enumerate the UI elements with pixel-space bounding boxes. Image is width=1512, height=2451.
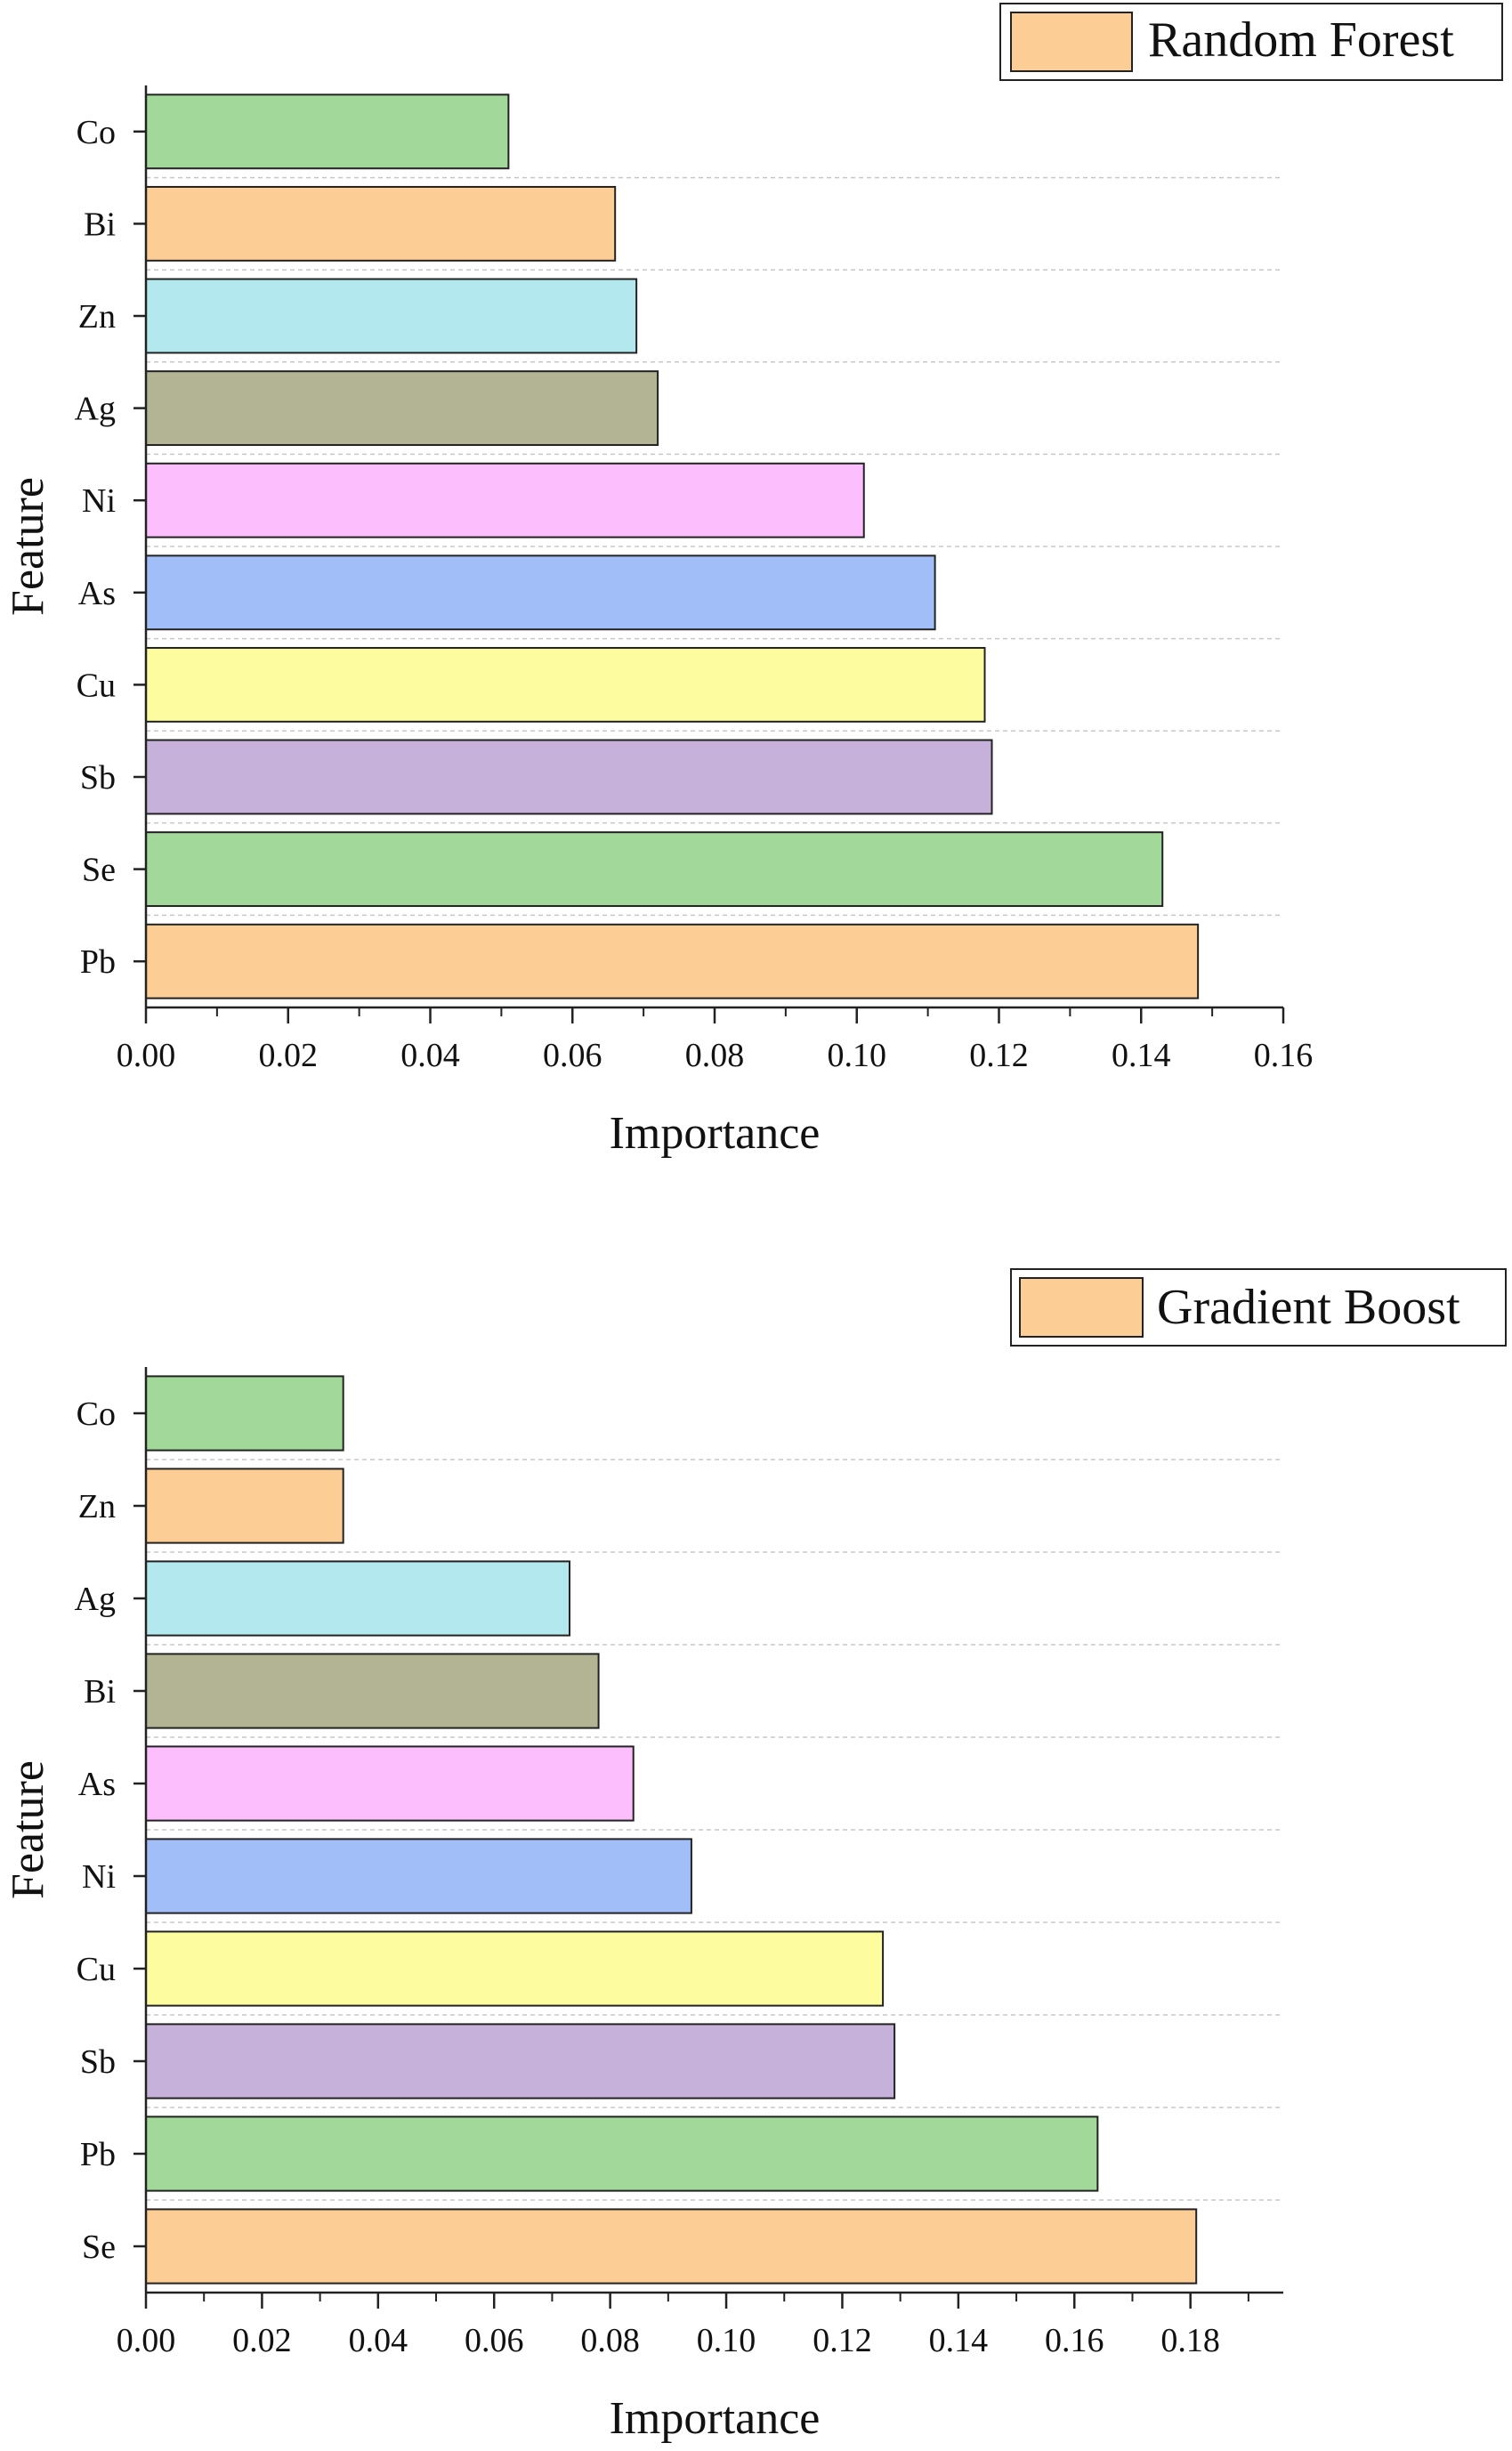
- bar: [145, 646, 986, 723]
- y-tick-label: Bi: [84, 206, 116, 243]
- bar: [145, 1745, 635, 1822]
- x-tick-label: 0.08: [580, 2322, 640, 2359]
- bar: [145, 1838, 692, 1914]
- legend-label: Random Forest: [1148, 12, 1454, 68]
- bar: [145, 2115, 1099, 2192]
- legend-swatch: [1010, 12, 1133, 72]
- legend: Random Forest: [999, 3, 1503, 81]
- bar: [145, 2023, 896, 2099]
- x-tick-label: 0.14: [929, 2322, 989, 2359]
- y-tick-label: Se: [82, 852, 116, 889]
- bar: [145, 1560, 570, 1637]
- y-tick-label: Co: [77, 114, 116, 151]
- bar: [145, 370, 659, 447]
- x-tick-label: 0.06: [465, 2322, 524, 2359]
- y-tick-label: Ag: [75, 391, 116, 428]
- bar: [145, 93, 510, 170]
- x-tick-label: 0.08: [685, 1037, 745, 1074]
- x-tick-label: 0.00: [117, 2322, 176, 2359]
- bar: [145, 185, 617, 262]
- x-tick-label: 0.04: [400, 1037, 460, 1074]
- y-axis-title: Feature: [3, 477, 53, 616]
- x-tick-label: 0.04: [349, 2322, 408, 2359]
- y-tick-label: Ag: [75, 1581, 116, 1618]
- y-tick-label: As: [78, 575, 116, 612]
- bar: [145, 1468, 344, 1544]
- x-tick-label: 0.10: [828, 1037, 887, 1074]
- y-tick-label: Zn: [78, 1488, 116, 1525]
- x-tick-label: 0.02: [232, 2322, 292, 2359]
- gradient-boost-chart: Co Zn Ag Bi As Ni Cu Sb Pb Se 0.00 0.02 0.04 0.06 0.08…: [3, 1268, 1507, 2444]
- y-tick-label: Ni: [82, 482, 116, 520]
- legend-label: Gradient Boost: [1157, 1280, 1460, 1335]
- x-tick-label: 0.12: [969, 1037, 1029, 1074]
- bar: [145, 831, 1164, 908]
- x-axis-title: Importance: [610, 1108, 821, 1159]
- y-tick-label: Pb: [80, 2136, 116, 2173]
- y-tick-label: Bi: [84, 1673, 116, 1711]
- y-tick-label: Zn: [78, 298, 116, 336]
- x-tick-label: 0.16: [1045, 2322, 1104, 2359]
- x-tick-label: 0.16: [1254, 1037, 1314, 1074]
- y-tick-label: As: [78, 1766, 116, 1803]
- y-axis-title: Feature: [3, 1760, 53, 1899]
- y-tick-label: Cu: [77, 667, 116, 704]
- bar: [145, 462, 865, 538]
- y-tick-label: Pb: [80, 943, 116, 981]
- x-tick-label: 0.10: [697, 2322, 756, 2359]
- x-tick-label: 0.18: [1160, 2322, 1220, 2359]
- y-tick-label: Sb: [80, 759, 116, 797]
- bar: [145, 278, 638, 354]
- x-tick-label: 0.02: [259, 1037, 319, 1074]
- legend: Gradient Boost: [1010, 1268, 1507, 1347]
- legend-swatch: [1019, 1277, 1144, 1338]
- x-tick-label: 0.06: [543, 1037, 602, 1074]
- x-tick-label: 0.14: [1112, 1037, 1171, 1074]
- y-tick-label: Sb: [80, 2043, 116, 2081]
- y-tick-label: Ni: [82, 1858, 116, 1896]
- bar: [145, 923, 1200, 999]
- bar: [145, 1653, 600, 1729]
- random-forest-chart: Co Bi Zn Ag Ni As Cu Sb Se Pb 0.00 0.02 0.04 0.06 0.08…: [3, 3, 1503, 1159]
- x-tick-label: 0.12: [813, 2322, 872, 2359]
- x-axis-title: Importance: [610, 2393, 821, 2444]
- y-tick-label: Se: [82, 2229, 116, 2266]
- bar: [145, 1375, 344, 1452]
- y-tick-label: Cu: [77, 1951, 116, 1988]
- bar: [145, 554, 936, 631]
- bar: [145, 739, 993, 815]
- y-tick-label: Co: [77, 1395, 116, 1433]
- bar: [145, 1930, 885, 2007]
- bar: [145, 2208, 1198, 2285]
- x-tick-label: 0.00: [117, 1037, 176, 1074]
